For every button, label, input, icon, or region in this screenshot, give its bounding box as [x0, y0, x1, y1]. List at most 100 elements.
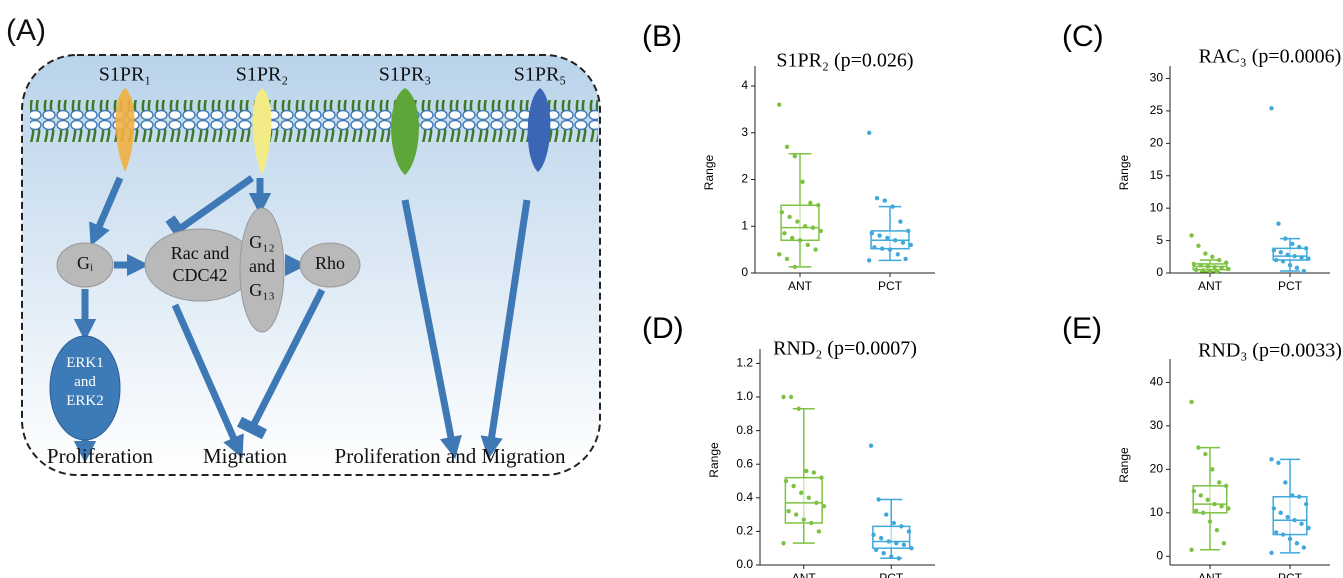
data-point: [1280, 532, 1286, 537]
node: [56, 242, 114, 288]
data-point: [1212, 264, 1217, 270]
data-point: [1306, 525, 1311, 531]
data-point: [800, 179, 805, 185]
box: [1272, 247, 1308, 261]
data-point: [1278, 510, 1283, 516]
data-point: [797, 238, 803, 243]
data-point: [777, 252, 782, 257]
data-point: [821, 504, 827, 509]
data-point: [869, 231, 875, 236]
y-tick-label: 0: [1156, 265, 1163, 279]
y-tick-label: 4: [741, 78, 748, 92]
data-point: [788, 394, 794, 400]
box-chart: (E) RND₃ (p=0.0033) Range 0 10 20 30 40 ANT PCT: [1062, 312, 1342, 578]
x-tick-label: PCT: [1278, 571, 1303, 578]
data-point: [777, 102, 782, 107]
data-point: [872, 245, 877, 250]
data-point: [802, 224, 808, 229]
data-point: [1303, 246, 1309, 251]
data-point: [1301, 545, 1307, 550]
data-point: [782, 231, 787, 236]
data-point: [906, 529, 912, 534]
data-point: [795, 219, 800, 224]
data-point: [889, 554, 894, 559]
data-point: [1273, 530, 1279, 535]
data-point: [1200, 510, 1206, 516]
y-tick-label: 0: [1156, 548, 1163, 562]
data-point: [1269, 550, 1274, 556]
y-tick-label: 20: [1150, 135, 1164, 149]
data-point: [898, 219, 903, 224]
data-point: [1214, 528, 1220, 533]
y-axis-label: Range: [707, 442, 721, 478]
data-point: [871, 532, 876, 537]
data-point: [1283, 480, 1288, 485]
data-point: [1219, 265, 1224, 271]
membrane: [30, 100, 598, 142]
label: S1PR₅: [514, 64, 567, 86]
data-point: [819, 475, 824, 480]
data-point: [880, 246, 885, 251]
data-point: [1219, 504, 1224, 509]
data-point: [883, 512, 889, 517]
data-point: [1217, 257, 1222, 263]
data-point: [1223, 260, 1229, 265]
box-chart: (C) RAC₃ (p=0.0006) Range 0 5 10 15 20 25 30 ANT PC…: [1062, 20, 1341, 293]
data-point: [796, 406, 801, 411]
data-point: [1299, 255, 1304, 260]
y-tick-label: 10: [1150, 505, 1164, 519]
inhibition: [165, 175, 255, 245]
data-point: [1271, 248, 1277, 253]
data-point: [1210, 254, 1215, 259]
y-tick-label: 20: [1150, 462, 1164, 476]
data-point: [874, 196, 880, 201]
y-axis-label: Range: [702, 155, 716, 191]
data-point: [1297, 244, 1302, 250]
arrow: [401, 199, 462, 459]
label: (A): [6, 14, 46, 47]
data-point: [1292, 518, 1297, 523]
data-point: [1276, 460, 1281, 466]
data-point: [1207, 268, 1213, 274]
data-point: [787, 214, 792, 220]
receptor-shape: [527, 88, 551, 172]
data-point: [1191, 261, 1197, 267]
y-tick-label: 30: [1150, 418, 1164, 432]
data-point: [1299, 521, 1304, 526]
data-point: [1269, 106, 1274, 111]
data-point: [799, 490, 804, 495]
data-point: [1189, 399, 1194, 405]
y-tick-label: 0.2: [736, 524, 753, 538]
data-point: [877, 233, 882, 238]
data-point: [815, 203, 821, 208]
data-point: [1276, 221, 1281, 226]
y-tick-label: 0.8: [736, 423, 753, 437]
box: [1192, 485, 1228, 514]
y-tick-label: 0: [741, 265, 748, 279]
box: [780, 204, 820, 242]
data-point: [801, 517, 806, 522]
data-point: [1212, 501, 1217, 507]
x-tick-label: PCT: [1278, 279, 1303, 293]
data-point: [1196, 243, 1201, 248]
data-point: [1280, 259, 1286, 264]
data-point: [1210, 467, 1215, 472]
data-point: [1292, 253, 1297, 259]
data-point: [1226, 506, 1231, 511]
data-point: [867, 130, 872, 135]
data-point: [781, 540, 786, 546]
data-point: [894, 540, 899, 546]
data-point: [1189, 233, 1194, 238]
x-tick-label: ANT: [1198, 571, 1223, 578]
y-axis-label: Range: [1117, 447, 1131, 483]
data-point: [1294, 265, 1300, 271]
data-point: [791, 483, 796, 489]
data-point: [895, 252, 900, 257]
data-point: [1217, 480, 1222, 485]
data-point: [878, 535, 884, 541]
data-point: [814, 500, 819, 506]
label: Proliferation and Migration: [335, 444, 566, 468]
data-point: [891, 520, 896, 526]
box-chart: (D) RND₂ (p=0.0007) Range 0.0 0.2 0.4 0.6 0.8 1.…: [642, 312, 935, 578]
x-tick-label: PCT: [879, 571, 904, 578]
